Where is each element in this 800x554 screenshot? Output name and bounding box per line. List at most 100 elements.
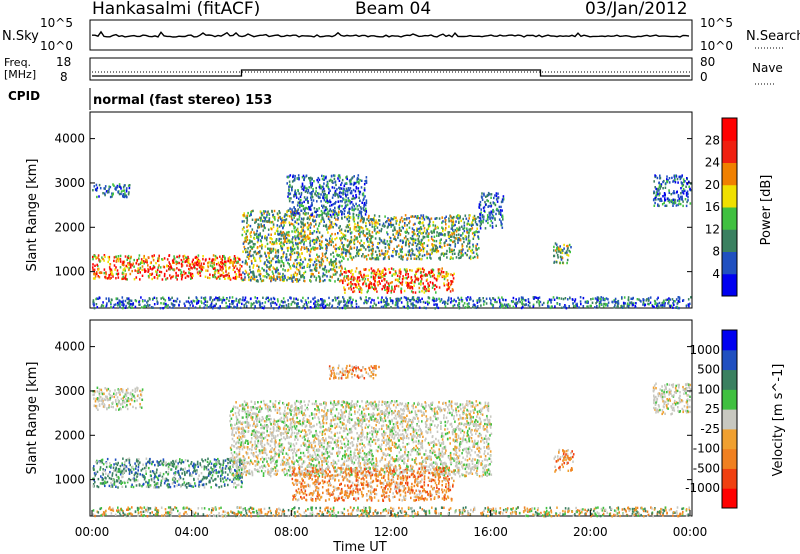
- heatmap-cell: [318, 275, 321, 279]
- heatmap-cell: [327, 217, 330, 220]
- heatmap-cell: [483, 303, 485, 306]
- heatmap-cell: [137, 267, 139, 270]
- heatmap-cell: [303, 224, 305, 227]
- heatmap-cell: [204, 297, 207, 301]
- heatmap-cell: [466, 249, 469, 252]
- heatmap-cell: [304, 235, 307, 239]
- heatmap-cell: [320, 243, 323, 247]
- heatmap-cell: [307, 301, 310, 304]
- heatmap-cell: [121, 469, 123, 473]
- heatmap-cell: [549, 306, 552, 310]
- heatmap-cell: [187, 275, 190, 278]
- heatmap-cell: [279, 276, 281, 279]
- heatmap-cell: [669, 298, 672, 301]
- heatmap-cell: [556, 254, 559, 257]
- heatmap-cell: [666, 197, 669, 200]
- heatmap-cell: [538, 302, 540, 305]
- heatmap-cell: [263, 226, 266, 229]
- heatmap-cell: [318, 261, 321, 264]
- heatmap-cell: [500, 220, 502, 223]
- heatmap-cell: [289, 183, 291, 187]
- heatmap-cell: [200, 300, 202, 303]
- heatmap-cell: [302, 296, 304, 300]
- heatmap-cell: [337, 213, 340, 216]
- heatmap-cell: [186, 264, 188, 267]
- heatmap-cell: [548, 305, 550, 308]
- heatmap-cell: [587, 305, 589, 308]
- heatmap-cell: [436, 305, 438, 308]
- heatmap-cell: [222, 271, 225, 275]
- heatmap-cell: [303, 243, 305, 246]
- heatmap-cell: [455, 256, 458, 259]
- heatmap-cell: [95, 188, 97, 191]
- heatmap-cell: [238, 275, 240, 278]
- heatmap-cell: [343, 237, 346, 240]
- heatmap-cell: [304, 307, 306, 310]
- heatmap-cell: [435, 277, 437, 281]
- heatmap-cell: [232, 262, 234, 265]
- heatmap-cell: [221, 273, 223, 277]
- heatmap-cell: [243, 245, 246, 249]
- heatmap-cell: [268, 212, 270, 216]
- heatmap-cell: [308, 205, 310, 209]
- heatmap-cell: [565, 307, 568, 310]
- heatmap-cell: [435, 303, 437, 306]
- heatmap-cell: [292, 300, 295, 303]
- heatmap-cell: [191, 276, 193, 280]
- heatmap-cell: [453, 224, 455, 227]
- heatmap-cell: [215, 302, 217, 306]
- heatmap-cell: [275, 260, 277, 264]
- heatmap-cell: [380, 300, 382, 304]
- heatmap-cell: [245, 271, 248, 274]
- heatmap-cell: [448, 287, 450, 290]
- heatmap-cell: [99, 260, 101, 263]
- heatmap-cell: [654, 201, 656, 205]
- heatmap-cell: [449, 248, 451, 251]
- heatmap-cell: [397, 306, 400, 309]
- heatmap-cell: [414, 273, 416, 277]
- heatmap-cell: [146, 301, 148, 304]
- heatmap-cell: [403, 236, 406, 240]
- heatmap-cell: [343, 277, 345, 280]
- heatmap-cell: [459, 215, 461, 218]
- heatmap-cell: [604, 302, 607, 306]
- heatmap-cell: [357, 177, 360, 181]
- heatmap-cell: [448, 247, 451, 250]
- heatmap-cell: [277, 219, 279, 222]
- heatmap-cell: [247, 247, 249, 250]
- heatmap-cell: [373, 214, 376, 217]
- heatmap-cell: [115, 297, 118, 300]
- heatmap-cell: [317, 180, 320, 184]
- heatmap-cell: [303, 178, 305, 182]
- heatmap-cell: [248, 265, 251, 268]
- heatmap-cell: [408, 245, 410, 248]
- heatmap-cell: [337, 302, 339, 305]
- freq-label: Freq.: [4, 56, 31, 69]
- heatmap-cell: [214, 254, 217, 258]
- heatmap-cell: [408, 249, 411, 252]
- heatmap-cell: [325, 249, 328, 252]
- heatmap-cell: [103, 259, 105, 262]
- heatmap-cell: [220, 298, 222, 301]
- heatmap-cell: [397, 279, 399, 282]
- heatmap-cell: [670, 304, 673, 307]
- heatmap-cell: [310, 213, 312, 217]
- heatmap-cell: [495, 212, 497, 216]
- heatmap-cell: [252, 264, 255, 267]
- heatmap-cell: [461, 250, 463, 253]
- heatmap-cell: [423, 253, 426, 257]
- heatmap-cell: [495, 194, 498, 198]
- heatmap-cell: [316, 200, 318, 203]
- heatmap-cell: [345, 252, 347, 255]
- heatmap-cell: [413, 298, 416, 302]
- heatmap-cell: [430, 237, 433, 240]
- heatmap-cell: [155, 270, 157, 273]
- heatmap-cell: [390, 291, 393, 294]
- heatmap-cell: [122, 299, 124, 303]
- heatmap-cell: [93, 268, 96, 271]
- heatmap-cell: [418, 240, 420, 243]
- heatmap-cell: [297, 280, 300, 283]
- heatmap-cell: [560, 258, 563, 261]
- heatmap-cell: [189, 272, 192, 275]
- heatmap-cell: [372, 249, 374, 252]
